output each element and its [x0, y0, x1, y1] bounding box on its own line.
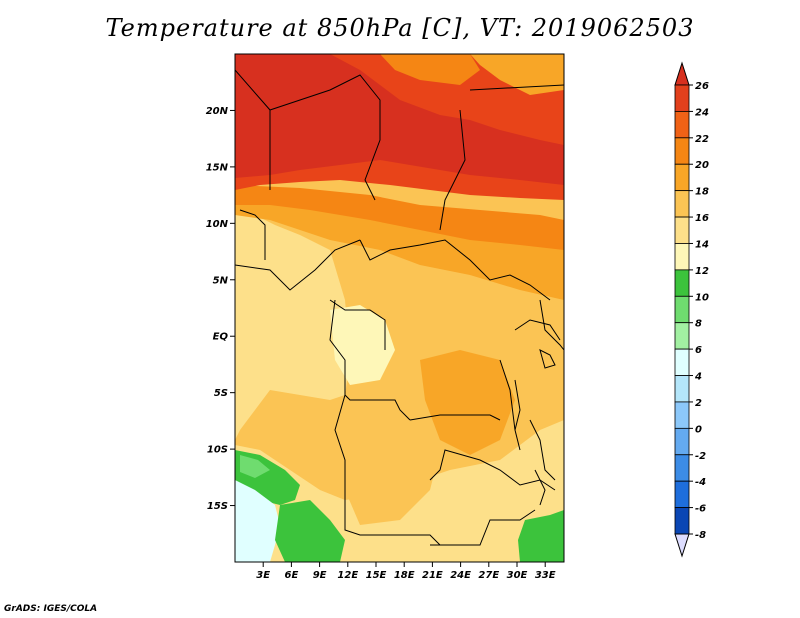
colorbar-swatch [674, 243, 690, 271]
lon-tick-label: 30E [507, 570, 528, 581]
temp-field-14-congo [330, 305, 395, 385]
temp-field-12-east [518, 510, 564, 562]
colorbar-swatch [674, 216, 690, 244]
colorbar-swatch [674, 480, 690, 508]
colorbar-label: 20 [695, 160, 709, 171]
colorbar-swatch [674, 269, 690, 297]
colorbar-swatch [674, 111, 690, 139]
colorbar-label: 2 [695, 398, 702, 409]
colorbar-label: 14 [695, 239, 709, 250]
lon-tick-label: 12E [337, 570, 358, 581]
colorbar-label: 26 [695, 81, 709, 92]
colorbar-label: 16 [695, 213, 709, 224]
chart-title: Temperature at 850hPa [C], VT: 201906250… [105, 14, 695, 42]
lat-axis: 20N 15N 10N 5N EQ 5S 10S 15S [206, 106, 235, 512]
colorbar-swatch [674, 375, 690, 403]
temp-field-20-northeast [470, 54, 564, 95]
lat-tick-label: EQ [213, 332, 229, 343]
colorbar-label: 24 [695, 107, 709, 118]
colorbar-label: 0 [695, 424, 702, 435]
lat-tick-label: 15S [207, 501, 228, 512]
lat-tick-label: 10N [206, 219, 229, 230]
lon-tick-label: 15E [366, 570, 387, 581]
temp-field-12-angola [275, 500, 345, 562]
lon-tick-label: 9E [313, 570, 327, 581]
colorbar-bottom-arrow [674, 533, 690, 558]
colorbar-label: -6 [695, 504, 706, 515]
temp-field-18-south [345, 415, 440, 525]
lat-tick-label: 20N [206, 106, 229, 117]
lat-tick-label: 15N [206, 162, 229, 173]
colorbar-label: 18 [695, 187, 709, 198]
colorbar-label: -4 [695, 477, 706, 488]
colorbar-swatch [674, 163, 690, 192]
lon-tick-label: 24E [450, 570, 471, 581]
colorbar-swatch [674, 454, 690, 482]
lon-tick-label: 21E [422, 570, 443, 581]
colorbar-swatch [674, 507, 690, 535]
temp-field-8-coast [235, 480, 280, 562]
colorbar-swatch [674, 137, 690, 165]
colorbar-label: 22 [695, 134, 709, 145]
colorbar-label: 4 [694, 372, 702, 383]
map-frame [234, 53, 565, 563]
lake-outlines [514, 349, 556, 506]
colorbar-label: 10 [695, 292, 709, 303]
temp-field-10-southwest [240, 455, 270, 478]
temp-field-16-west [235, 210, 350, 440]
temp-field-26-north [235, 54, 564, 185]
colorbar-swatch [674, 190, 690, 218]
colorbar-label: -2 [695, 451, 706, 462]
colorbar-swatch [674, 348, 690, 376]
colorbar-label: -8 [695, 530, 706, 541]
lon-tick-label: 33E [535, 570, 556, 581]
lon-axis: 3E 6E 9E 12E 15E 18E 21E 24E 27E 30E 33E [256, 562, 556, 581]
colorbar-label: 8 [695, 319, 702, 330]
temp-field-22-northeast [380, 54, 480, 85]
temp-field-20-east [420, 350, 515, 455]
country-borders [235, 69, 564, 546]
colorbar-label: 6 [695, 345, 702, 356]
grads-credit: GrADS: IGES/COLA [4, 604, 98, 614]
colorbar-label: 12 [695, 266, 709, 277]
colorbar-swatch [674, 401, 690, 429]
colorbar-swatch [674, 295, 690, 324]
colorbar-swatch [674, 427, 690, 456]
lon-tick-label: 18E [394, 570, 415, 581]
map-panel [235, 54, 564, 562]
colorbar-top-arrow [674, 61, 690, 86]
lon-tick-label: 6E [285, 570, 299, 581]
colorbar-swatch [674, 322, 690, 350]
lat-tick-label: 5S [214, 388, 228, 399]
lat-tick-label: 5N [213, 275, 229, 286]
lon-tick-label: 3E [256, 570, 270, 581]
lat-tick-label: 10S [207, 445, 228, 456]
colorbar-swatch [674, 84, 690, 112]
lon-tick-label: 27E [478, 570, 499, 581]
temp-field-20-north [235, 200, 564, 300]
temp-field-22-north [235, 185, 564, 250]
